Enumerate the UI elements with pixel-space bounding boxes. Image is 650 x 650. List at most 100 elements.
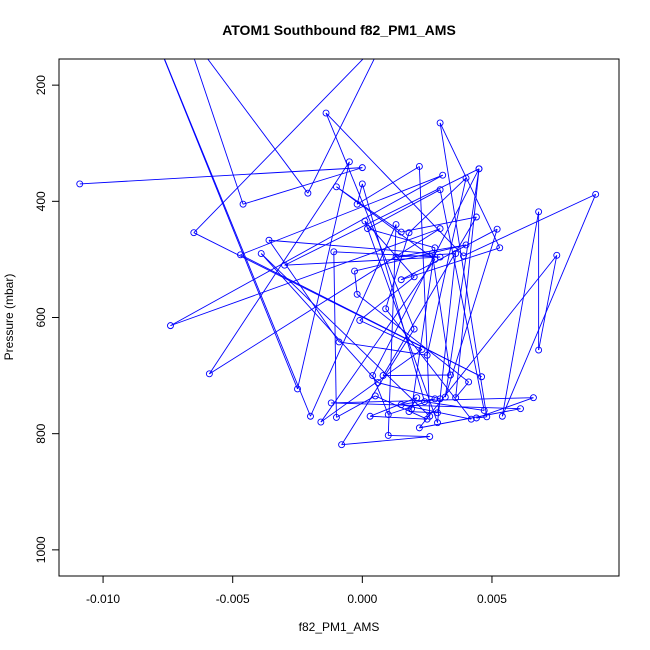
series-segment: [431, 253, 451, 376]
data-point: [436, 253, 444, 261]
series-segment: [476, 416, 487, 419]
y-tick-label: 600: [34, 307, 48, 327]
series-segment: [207, 59, 309, 194]
plot-frame: [58, 58, 620, 577]
data-point: [397, 276, 405, 284]
series-segment: [164, 59, 311, 417]
data-point: [374, 379, 382, 387]
series-segment: [418, 166, 431, 417]
data-point: [371, 392, 379, 400]
data-point: [139, 1, 145, 7]
data-point: [431, 244, 439, 252]
series-segment: [367, 228, 436, 249]
data-point: [462, 174, 470, 182]
data-point: [535, 346, 543, 354]
x-tick-label: 0.000: [347, 592, 377, 606]
data-point: [434, 419, 441, 427]
series-segment: [336, 186, 436, 260]
data-point: [317, 418, 325, 426]
data-point: [408, 405, 416, 413]
data-point: [358, 164, 366, 172]
series-segment: [260, 253, 379, 383]
series-segment: [401, 247, 500, 281]
series-segment: [320, 349, 423, 423]
data-point: [447, 371, 454, 379]
series-segment: [439, 189, 485, 411]
series-segment: [208, 161, 350, 375]
series-segment: [476, 397, 534, 419]
data-point: [462, 241, 470, 249]
data-point: [330, 248, 338, 256]
data-point: [392, 253, 400, 261]
series-segment: [361, 183, 425, 402]
data-point: [426, 433, 434, 441]
y-tick-label: 400: [34, 191, 48, 211]
series-segment: [333, 251, 441, 258]
data-point: [426, 412, 434, 420]
series-segment: [369, 397, 417, 417]
data-point: [452, 394, 460, 402]
series-segment: [320, 259, 436, 423]
series-segment: [463, 193, 596, 257]
series-segment: [424, 401, 485, 411]
data-point: [434, 409, 441, 417]
data-point: [493, 225, 501, 233]
data-point: [205, 370, 213, 378]
data-point: [327, 399, 335, 407]
y-axis-label: Pressure (mbar): [2, 274, 16, 361]
series-segment: [372, 168, 480, 376]
data-point: [335, 338, 343, 346]
series-segment: [382, 216, 477, 376]
data-point: [384, 411, 392, 418]
data-point: [76, 180, 84, 188]
y-tick-label: 200: [34, 75, 48, 95]
series-segment: [193, 59, 364, 234]
series-segment: [444, 168, 480, 398]
data-point: [529, 394, 537, 402]
data-point: [356, 316, 364, 324]
data-point: [431, 395, 439, 403]
series-segment: [396, 253, 456, 258]
series-segment: [501, 211, 540, 417]
series-segment: [401, 404, 472, 420]
data-point: [353, 290, 361, 298]
series-segment: [341, 436, 430, 446]
data-point: [358, 180, 366, 188]
series-segment: [325, 112, 415, 330]
series-segment: [426, 177, 467, 356]
data-point: [475, 165, 483, 173]
series-segment: [370, 415, 428, 420]
data-point: [190, 229, 198, 237]
data-point: [483, 413, 491, 421]
data-point: [366, 412, 374, 420]
x-tick-label: 0.005: [477, 592, 507, 606]
data-point: [382, 305, 390, 313]
y-tick-label: 1000: [34, 536, 48, 563]
data-point: [421, 398, 429, 406]
series-segment: [284, 168, 480, 266]
data-point: [332, 183, 340, 191]
series-segment: [341, 328, 415, 445]
data-point: [410, 273, 418, 281]
series-segment: [359, 276, 415, 321]
data-point: [322, 109, 330, 117]
data-point: [180, 23, 186, 29]
data-point: [345, 158, 353, 166]
data-point: [410, 325, 418, 333]
data-point: [413, 394, 421, 402]
series-segment: [439, 122, 501, 248]
series-segment: [307, 59, 375, 194]
data-point: [281, 261, 289, 269]
series-segment: [419, 255, 558, 429]
chart-title: ATOM1 Southbound f82_PM1_AMS: [222, 22, 456, 38]
data-point: [384, 431, 392, 439]
data-point: [405, 229, 413, 237]
data-point: [351, 267, 359, 275]
x-axis-label: f82_PM1_AMS: [299, 620, 380, 634]
series-segment: [79, 167, 363, 185]
data-point: [332, 413, 340, 421]
data-point: [480, 406, 488, 414]
data-point: [423, 351, 431, 359]
data-point: [294, 385, 301, 393]
